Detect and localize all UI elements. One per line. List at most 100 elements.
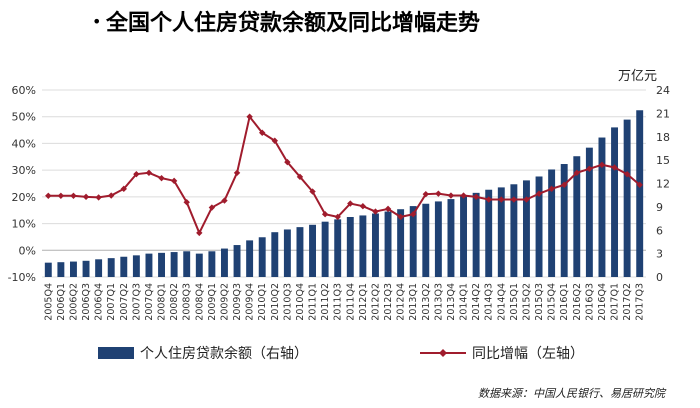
x-tick-label: 2016Q1 [559, 283, 570, 321]
line-point [359, 203, 367, 210]
line-series [45, 113, 643, 237]
bar [497, 187, 505, 277]
x-tick-label: 2016Q3 [584, 283, 595, 321]
bar [158, 252, 166, 277]
x-tick-label: 2006Q1 [56, 283, 67, 321]
line-point [246, 113, 253, 120]
bar [220, 248, 228, 277]
line-point [384, 205, 392, 213]
bar [535, 176, 543, 277]
x-tick-label: 2007Q4 [144, 283, 155, 321]
bar [57, 262, 65, 277]
right-tick-label: 18 [656, 131, 670, 144]
x-tick-label: 2013Q4 [446, 283, 457, 321]
bar [485, 189, 493, 277]
bar [598, 137, 606, 277]
x-tick-label: 2012Q4 [396, 283, 407, 321]
bar [611, 127, 619, 278]
bar [346, 217, 354, 277]
x-tick-label: 2008Q1 [157, 283, 168, 321]
line-point [523, 196, 530, 203]
line-point [485, 196, 492, 203]
x-tick-label: 2009Q1 [207, 283, 218, 321]
x-tick-label: 2011Q2 [320, 283, 331, 321]
line-point [196, 229, 203, 237]
x-tick-label: 2014Q3 [484, 283, 495, 321]
x-tick-label: 2010Q3 [282, 283, 293, 321]
x-tick-label: 2013Q2 [421, 283, 432, 321]
x-tick-label: 2010Q4 [295, 283, 306, 321]
bar [334, 219, 342, 277]
line-point [233, 169, 241, 177]
x-tick-label: 2017Q1 [610, 283, 621, 321]
bar [585, 147, 593, 277]
left-tick-label: 20% [12, 191, 36, 204]
right-tick-label: 21 [656, 107, 670, 120]
bar [371, 213, 379, 277]
x-tick-label: 2012Q2 [370, 283, 381, 321]
right-tick-label: 12 [656, 178, 670, 191]
bar [636, 110, 644, 277]
left-tick-label: 50% [12, 111, 36, 124]
line-point [70, 192, 77, 199]
x-tick-label: 2009Q3 [232, 283, 243, 321]
x-tick-label: 2009Q2 [219, 283, 230, 321]
bar [208, 251, 216, 277]
right-tick-label: 15 [656, 154, 670, 167]
line-point [636, 181, 643, 189]
x-tick-label: 2017Q3 [635, 283, 646, 321]
bar [359, 215, 367, 277]
bar [460, 195, 468, 277]
x-tick-label: 2007Q2 [119, 283, 130, 321]
line-point [259, 129, 266, 136]
line-point [133, 170, 140, 178]
bar [296, 227, 304, 277]
legend-line-label: 同比增幅（左轴） [472, 346, 584, 362]
x-tick-label: 2010Q2 [270, 283, 281, 321]
bar [258, 237, 266, 277]
right-tick-label: 9 [656, 201, 663, 214]
right-tick-label: 6 [656, 224, 663, 237]
line-point [309, 188, 316, 195]
x-tick-label: 2006Q4 [94, 283, 105, 321]
x-tick-label: 2007Q3 [131, 283, 142, 321]
line-point [460, 192, 467, 199]
bar [510, 184, 518, 277]
x-axis-ticks: 2005Q4 2006Q1 2006Q2 2006Q3 2006Q4 2007Q1 2007… [43, 283, 645, 321]
title-bullet: • [92, 12, 101, 31]
line-point [535, 190, 543, 197]
x-tick-label: 2014Q1 [459, 283, 470, 321]
bar [69, 261, 77, 277]
legend-bar-label: 个人住房贷款余额（右轴） [140, 345, 308, 362]
x-tick-label: 2011Q3 [333, 283, 344, 321]
line-point [623, 170, 631, 178]
line-point [397, 213, 404, 221]
bar [560, 164, 568, 277]
line-point [410, 211, 417, 218]
x-tick-label: 2013Q3 [433, 283, 444, 321]
bar [44, 262, 52, 277]
line-point [296, 173, 304, 181]
line-point [598, 161, 606, 168]
bar [283, 229, 291, 277]
x-tick-label: 2015Q1 [509, 283, 520, 321]
bar [145, 253, 153, 277]
line-point [573, 169, 580, 177]
left-tick-label: 0% [19, 244, 36, 257]
line-point [45, 192, 52, 199]
bar [107, 258, 115, 277]
line-point [586, 165, 593, 173]
x-tick-label: 2015Q2 [521, 283, 532, 321]
right-axis-ticks: 0 3 6 9 12 15 18 21 24 [656, 84, 670, 284]
line-point [108, 192, 115, 199]
line-point [145, 169, 153, 177]
x-tick-label: 2012Q3 [383, 283, 394, 321]
line-point [472, 193, 480, 201]
bar [183, 251, 191, 277]
bar [233, 245, 241, 277]
line-point [422, 190, 429, 198]
x-tick-label: 2008Q2 [169, 283, 180, 321]
line-point [321, 211, 329, 218]
x-tick-label: 2014Q4 [496, 283, 507, 321]
